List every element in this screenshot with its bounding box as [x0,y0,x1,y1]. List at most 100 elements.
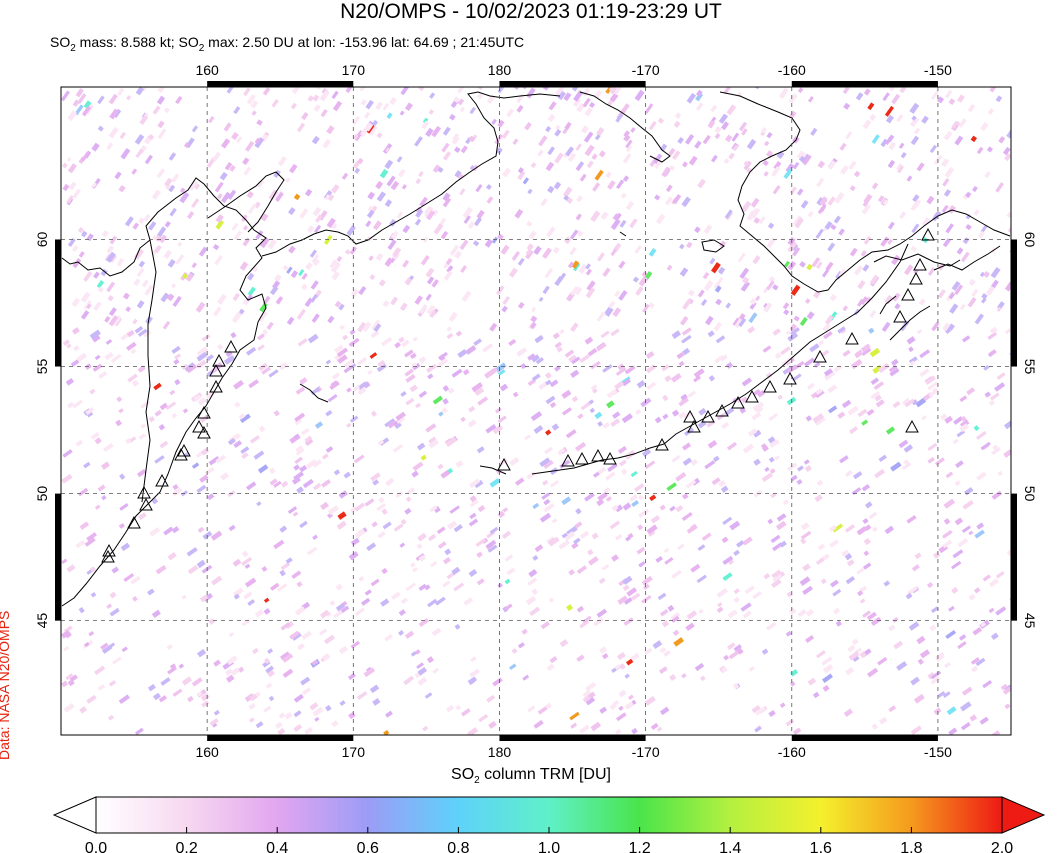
so2-pixel [694,140,702,149]
so2-pixel [800,522,810,531]
so2-pixel [812,413,825,424]
so2-pixel [558,328,565,335]
so2-pixel [554,275,564,287]
so2-pixel [842,87,850,95]
so2-pixel [857,279,866,290]
so2-pixel [909,360,916,366]
so2-pixel [77,93,87,105]
so2-pixel [871,182,879,190]
so2-pixel [248,379,259,389]
so2-pixel [290,102,297,110]
so2-pixel [789,323,797,332]
so2-pixel [973,587,981,594]
so2-pixel [565,146,575,157]
so2-pixel [563,531,576,541]
so2-pixel [455,330,463,337]
so2-pixel [753,217,761,224]
so2-pixel [952,549,964,559]
so2-pixel [799,261,806,268]
so2-pixel [572,97,582,108]
so2-pixel [530,411,543,422]
so2-pixel [348,672,356,681]
so2-pixel [709,257,716,265]
so2-pixel [538,296,544,302]
so2-pixel [325,359,332,365]
so2-pixel [668,147,676,156]
so2-pixel [348,711,356,720]
so2-pixel [623,597,633,605]
volcano-marker [603,451,617,465]
so2-pixel [372,220,382,231]
so2-pixel [585,263,591,270]
so2-pixel [327,505,340,516]
so2-pixel [976,522,985,530]
so2-pixel [671,330,682,339]
so2-pixel [686,610,698,620]
so2-pixel [805,608,815,617]
so2-pixel [902,397,910,405]
so2-pixel [126,329,135,338]
so2-pixel [412,566,418,573]
so2-pixel [321,653,331,662]
so2-pixel [752,429,762,438]
so2-pixel [785,163,795,173]
so2-pixel [502,296,510,305]
frame-bar-right [1011,493,1017,621]
so2-pixel [888,141,897,151]
so2-pixel [454,623,461,630]
so2-pixel [695,89,703,97]
so2-pixel [657,592,667,601]
so2-pixel [530,315,538,323]
so2-pixel [460,416,466,423]
so2-pixel [164,177,173,187]
so2-pixel [296,122,306,133]
colorbar: 0.0 0.2 0.4 0.6 0.8 1.0 1.2 1.4 1.6 1.8 2.0 [52,796,1046,853]
so2-pixel [451,135,460,145]
so2-pixel [697,544,706,552]
so2-pixel [859,598,866,604]
so2-pixel [672,193,682,205]
so2-pixel [620,468,628,476]
so2-pixel [634,245,642,254]
so2-pixel [489,477,501,488]
so2-pixel [728,650,740,660]
so2-pixel [393,523,404,532]
so2-pixel [435,596,446,606]
so2-pixel [596,498,605,507]
so2-pixel [293,193,301,201]
so2-pixel [299,208,309,219]
so2-pixel [948,605,955,612]
so2-pixel [609,520,621,530]
so2-pixel [404,349,414,358]
so2-pixel [86,233,94,242]
so2-pixel [872,526,878,533]
so2-pixel [436,526,446,535]
so2-pixel [495,407,502,414]
so2-pixel [981,297,987,304]
so2-pixel [623,134,631,142]
so2-pixel [372,479,380,486]
so2-pixel [330,380,339,387]
so2-pixel [166,293,175,302]
so2-pixel [817,203,827,215]
so2-pixel [711,477,721,486]
so2-pixel [175,254,185,265]
so2-pixel [289,433,301,444]
so2-pixel [462,206,473,219]
so2-pixel [650,515,661,524]
so2-pixel [131,379,140,387]
so2-pixel [638,494,644,501]
so2-pixel [581,125,589,134]
so2-pixel [241,452,249,460]
so2-pixel [401,184,407,190]
so2-pixel [570,722,578,729]
so2-pixel [320,108,328,118]
so2-pixel [387,239,397,251]
so2-pixel [649,494,657,502]
so2-pixel [286,266,293,274]
so2-pixel [149,526,161,537]
so2-pixel [486,196,494,204]
so2-pixel [545,702,552,710]
so2-pixel [590,384,598,391]
so2-pixel [197,648,207,658]
